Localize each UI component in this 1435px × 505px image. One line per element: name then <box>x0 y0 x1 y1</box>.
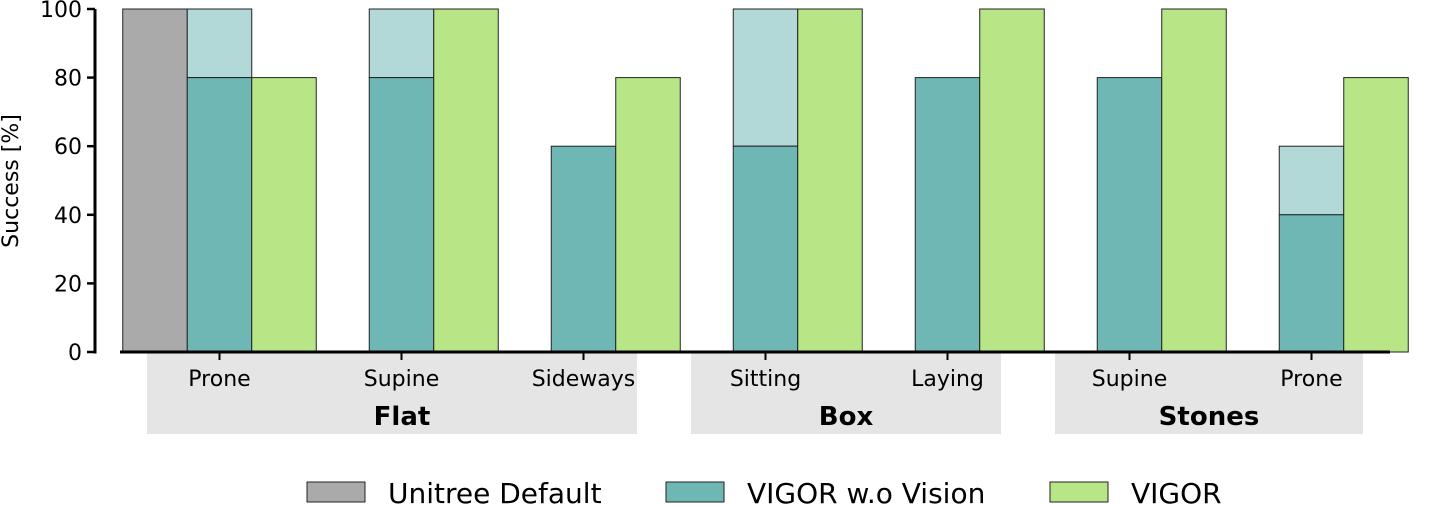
bar-1-2 <box>550 145 617 353</box>
legend-label: VIGOR w.o Vision <box>747 477 985 505</box>
group-label: Stones <box>1159 402 1260 432</box>
group-band-stones <box>1055 352 1363 434</box>
y-tick-label: 80 <box>54 67 82 92</box>
group-band-box <box>691 352 1001 434</box>
bar-2-0 <box>251 77 317 353</box>
bar-1-0 <box>186 77 253 353</box>
y-axis-title: Success [%] <box>0 114 24 248</box>
legend-swatch-2 <box>1049 481 1109 503</box>
bars <box>122 8 1409 353</box>
legend: Unitree Default VIGOR w.o Vision VIGOR <box>306 477 1222 505</box>
bar-2-3 <box>797 8 863 353</box>
bar-0-0 <box>122 8 188 353</box>
bar-1-6 <box>1278 214 1345 353</box>
group-label: Box <box>819 402 874 432</box>
legend-label: Unitree Default <box>388 477 602 505</box>
y-tick-label: 40 <box>54 204 82 229</box>
bar-2-2 <box>615 77 681 353</box>
bar-upper-1-1 <box>368 8 435 79</box>
group-bands <box>147 352 1363 434</box>
category-label: Sitting <box>730 367 801 392</box>
bar-upper-1-6 <box>1278 145 1345 216</box>
legend-swatch-0 <box>306 481 366 503</box>
legend-swatch-1 <box>665 481 725 503</box>
bar-2-5 <box>1161 8 1227 353</box>
y-tick-label: 60 <box>54 135 82 160</box>
bar-1-4 <box>914 77 981 353</box>
category-label: Sideways <box>532 367 636 392</box>
category-label: Supine <box>364 367 439 392</box>
y-tick-label: 0 <box>68 341 82 366</box>
category-label: Prone <box>1280 367 1342 392</box>
category-label: Supine <box>1092 367 1167 392</box>
bar-1-5 <box>1096 77 1163 353</box>
bar-2-6 <box>1343 77 1409 353</box>
bar-1-1 <box>368 77 435 353</box>
y-tick-label: 100 <box>40 0 82 23</box>
group-label: Flat <box>374 402 431 432</box>
legend-label: VIGOR <box>1131 477 1222 505</box>
y-tick-label: 20 <box>54 272 82 297</box>
group-band-flat <box>147 352 637 434</box>
category-label: Prone <box>188 367 250 392</box>
bar-upper-1-0 <box>186 8 253 79</box>
bar-1-3 <box>732 145 799 353</box>
axes: 0 20 40 60 80 100 <box>40 0 1390 366</box>
bar-2-1 <box>433 8 499 353</box>
category-labels: Prone Supine Sideways Flat Sitting Laying Box S… <box>188 367 1342 432</box>
bar-2-4 <box>979 8 1045 353</box>
category-label: Laying <box>911 367 984 392</box>
bar-upper-1-3 <box>732 8 799 147</box>
